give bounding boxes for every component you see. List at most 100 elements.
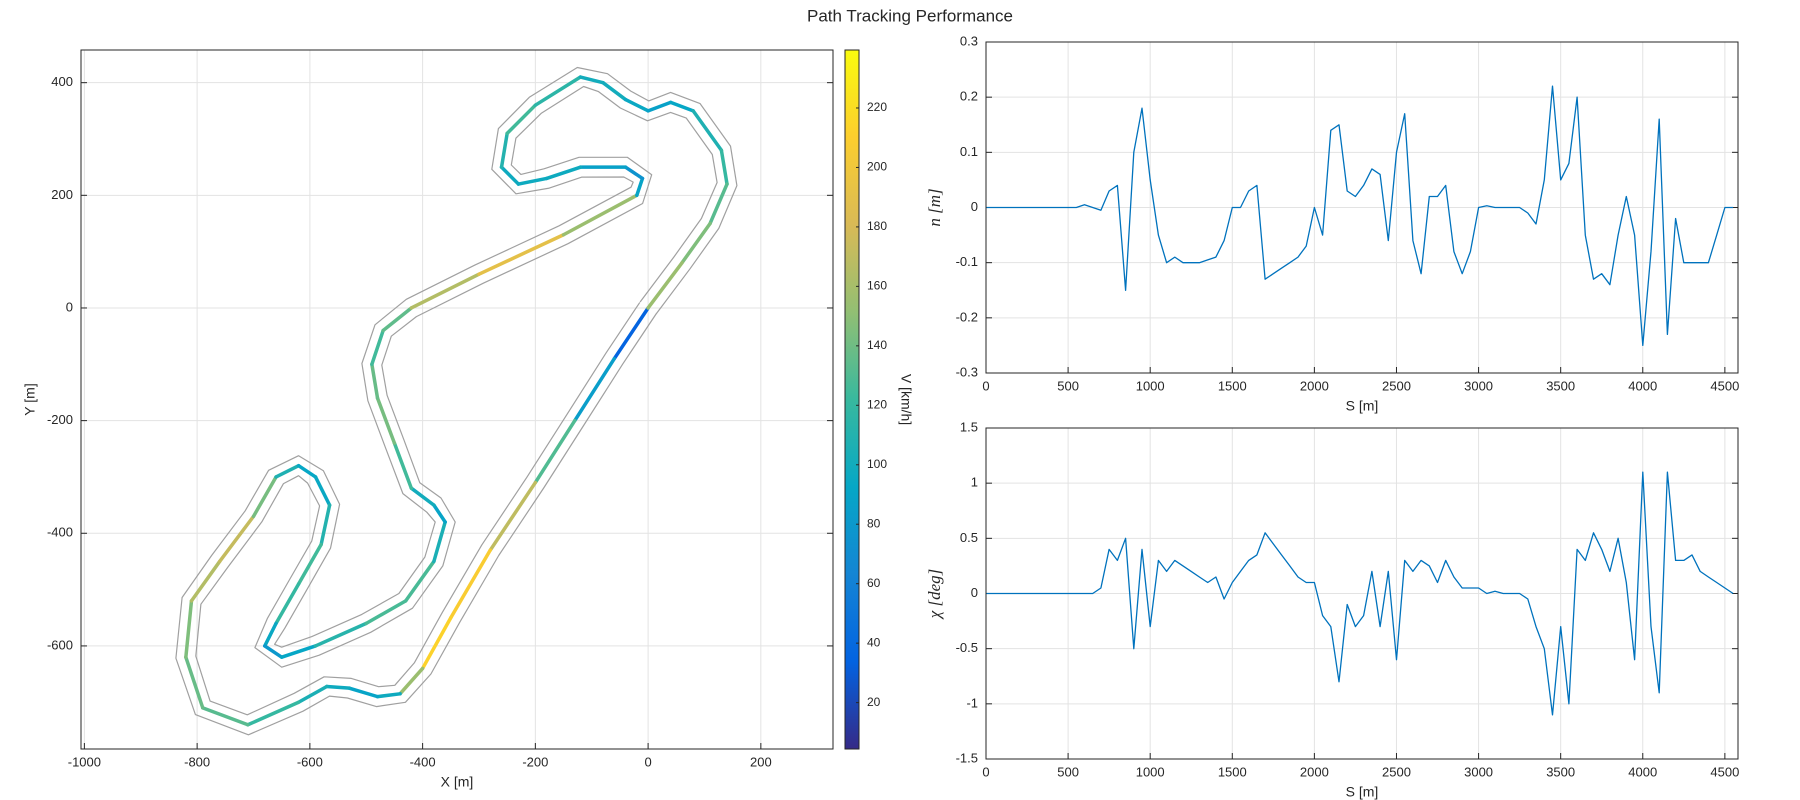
- y-tick-label: -0.2: [956, 309, 978, 324]
- x-tick-label: 1500: [1218, 764, 1247, 779]
- track-segment: [601, 80, 628, 102]
- x-tick-label: 500: [1057, 764, 1079, 779]
- x-axis-label: S [m]: [1346, 398, 1379, 414]
- colorbar: [844, 49, 860, 750]
- x-tick-label: 1500: [1218, 378, 1247, 393]
- figure-title: Path Tracking Performance: [807, 6, 1013, 25]
- y-tick-label: -1.5: [956, 750, 978, 765]
- colorbar-tick-label: 100: [867, 457, 887, 471]
- track-segment: [319, 503, 332, 547]
- colorbar-tick-label: 60: [867, 576, 881, 590]
- axes-background: [81, 50, 833, 749]
- y-tick-label: 1.5: [960, 419, 978, 434]
- track-segment: [296, 684, 329, 704]
- y-tick-label: 400: [51, 74, 73, 89]
- x-tick-label: -800: [184, 754, 210, 769]
- colorbar-tick-label: 200: [867, 160, 887, 174]
- track-segment: [184, 655, 205, 710]
- track-segment: [578, 75, 605, 85]
- track-segment: [313, 621, 368, 648]
- track-segment: [201, 706, 250, 727]
- x-tick-label: 500: [1057, 378, 1079, 393]
- axes-box: [80, 49, 834, 750]
- track-segment: [573, 356, 617, 423]
- x-tick-label: -200: [522, 754, 548, 769]
- track-segment: [533, 418, 577, 485]
- track-segment: [623, 97, 650, 113]
- track-segment: [505, 103, 538, 136]
- y-tick-label: 200: [51, 187, 73, 202]
- x-tick-label: -1000: [68, 754, 101, 769]
- track-segment: [392, 441, 414, 490]
- colorbar-tick-label: 120: [867, 397, 887, 411]
- y-axis-label: n [m]: [925, 188, 944, 226]
- colorbar-tick-label: 40: [867, 635, 881, 649]
- track-segment: [375, 692, 402, 699]
- x-tick-label: 0: [982, 378, 989, 393]
- track-segment: [381, 306, 414, 333]
- track-segment: [296, 542, 323, 586]
- x-tick-label: -600: [297, 754, 323, 769]
- track-segment: [432, 503, 447, 524]
- y-tick-label: 0.2: [960, 89, 978, 104]
- track-segment: [263, 621, 278, 648]
- colorbar-tick-label: 140: [867, 338, 887, 352]
- track-segment: [347, 686, 380, 699]
- x-tick-label: 2500: [1382, 764, 1411, 779]
- track-segment: [516, 176, 549, 186]
- track-segment: [432, 520, 447, 564]
- colorbar-tick-label: 180: [867, 219, 887, 233]
- track-segment: [364, 599, 408, 626]
- y-tick-label: -0.1: [956, 254, 978, 269]
- track-segment: [623, 165, 645, 181]
- colorbar-tick-label: 20: [867, 695, 881, 709]
- track-segment: [375, 396, 397, 445]
- track-boundary: [175, 66, 738, 736]
- y-tick-label: -0.3: [956, 364, 978, 379]
- x-tick-label: 2500: [1382, 378, 1411, 393]
- track-segment: [403, 559, 436, 603]
- x-tick-label: 4000: [1628, 764, 1657, 779]
- track-boundary: [195, 85, 718, 716]
- y-tick-label: 0.3: [960, 33, 978, 48]
- track-segment: [246, 700, 301, 727]
- track-segment: [561, 193, 639, 237]
- colorbar-label: V [km/h]: [898, 374, 914, 425]
- track-segment: [325, 684, 352, 690]
- track-segment: [612, 306, 650, 361]
- x-tick-label: 2000: [1300, 378, 1329, 393]
- track-segment: [420, 616, 453, 671]
- y-axis-label: Y [m]: [22, 383, 38, 415]
- track-segment: [370, 362, 380, 400]
- track-segment: [370, 328, 385, 367]
- y-tick-label: 0.1: [960, 144, 978, 159]
- track-segment: [449, 548, 493, 620]
- track-segment: [217, 514, 256, 564]
- x-tick-label: 3000: [1464, 764, 1493, 779]
- track-segment: [409, 486, 436, 507]
- track-segment: [477, 232, 566, 276]
- x-tick-label: 3500: [1546, 764, 1575, 779]
- track-segment: [274, 463, 301, 479]
- track-segment: [646, 261, 684, 310]
- track-segment: [398, 666, 425, 696]
- x-tick-label: 4500: [1710, 764, 1739, 779]
- x-tick-label: 4500: [1710, 378, 1739, 393]
- y-tick-label: 0: [971, 585, 978, 600]
- y-tick-label: -1: [966, 695, 978, 710]
- track-segment: [263, 644, 284, 659]
- track-segment: [279, 644, 318, 659]
- track-segment: [184, 599, 194, 659]
- x-tick-label: 200: [750, 754, 772, 769]
- y-tick-label: 0.5: [960, 530, 978, 545]
- track-segment: [488, 480, 538, 552]
- y-tick-label: 0: [66, 299, 73, 314]
- track-segment: [274, 582, 301, 626]
- track-segment: [313, 475, 332, 507]
- track-segment: [409, 272, 481, 310]
- x-axis-label: S [m]: [1346, 784, 1379, 800]
- x-tick-label: 2000: [1300, 764, 1329, 779]
- track-segment: [189, 559, 222, 603]
- x-tick-label: 0: [644, 754, 651, 769]
